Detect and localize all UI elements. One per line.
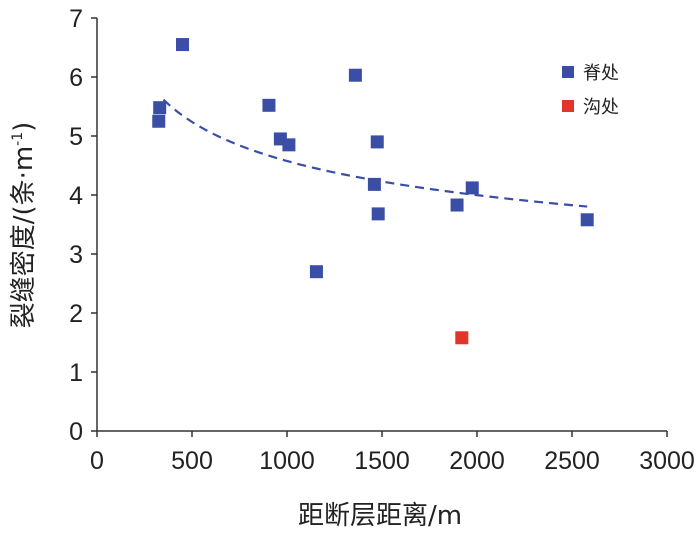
y-tick-label: 4: [69, 182, 83, 210]
y-tick-label: 6: [69, 64, 83, 92]
x-axis-title: 距断层距离/m: [298, 501, 462, 531]
ridge-point: [367, 177, 381, 191]
ridge-point: [371, 207, 385, 221]
ridge-point: [262, 98, 276, 112]
legend-marker: [562, 100, 574, 112]
x-tick-label: 1000: [259, 447, 315, 475]
ridge-point: [176, 38, 189, 52]
legend-label: 脊处: [583, 63, 619, 84]
ridge-point: [153, 101, 167, 115]
x-tick-label: 2500: [544, 447, 600, 475]
ridge-point: [152, 114, 166, 128]
ridge-point: [450, 198, 464, 212]
y-tick-label: 5: [69, 123, 83, 151]
points-group: [152, 38, 594, 345]
ridge-point: [465, 181, 479, 195]
y-tick-label: 2: [69, 300, 83, 328]
y-axis-title-sup: -1: [10, 132, 26, 146]
y-tick-label: 0: [69, 418, 83, 446]
trough-point: [455, 331, 469, 345]
y-tick-label: 1: [69, 359, 83, 387]
x-tick-label: 3000: [639, 447, 695, 475]
ridge-point: [580, 213, 594, 227]
x-tick-label: 500: [171, 447, 213, 475]
x-tick-label: 2000: [449, 447, 505, 475]
ridge-point: [348, 68, 362, 82]
ridge-point: [370, 135, 384, 149]
y-axis-title-main: 裂缝密度/(条·m: [9, 146, 39, 329]
y-axis-title-close: ): [9, 122, 39, 132]
y-tick-label: 3: [69, 241, 83, 269]
legend-label: 沟处: [583, 97, 619, 118]
ridge-point: [309, 265, 323, 279]
y-tick-label: 7: [69, 5, 83, 33]
y-axis-title: 裂缝密度/(条·m-1): [9, 122, 39, 329]
x-tick-label: 0: [90, 447, 104, 475]
ticks: 0 1 2 3 4 5 6 7 0 500 1000 1500 2000 2500 3000: [69, 5, 695, 475]
legend-marker: [562, 66, 574, 78]
x-tick-label: 1500: [354, 447, 410, 475]
ridge-point: [282, 138, 296, 152]
